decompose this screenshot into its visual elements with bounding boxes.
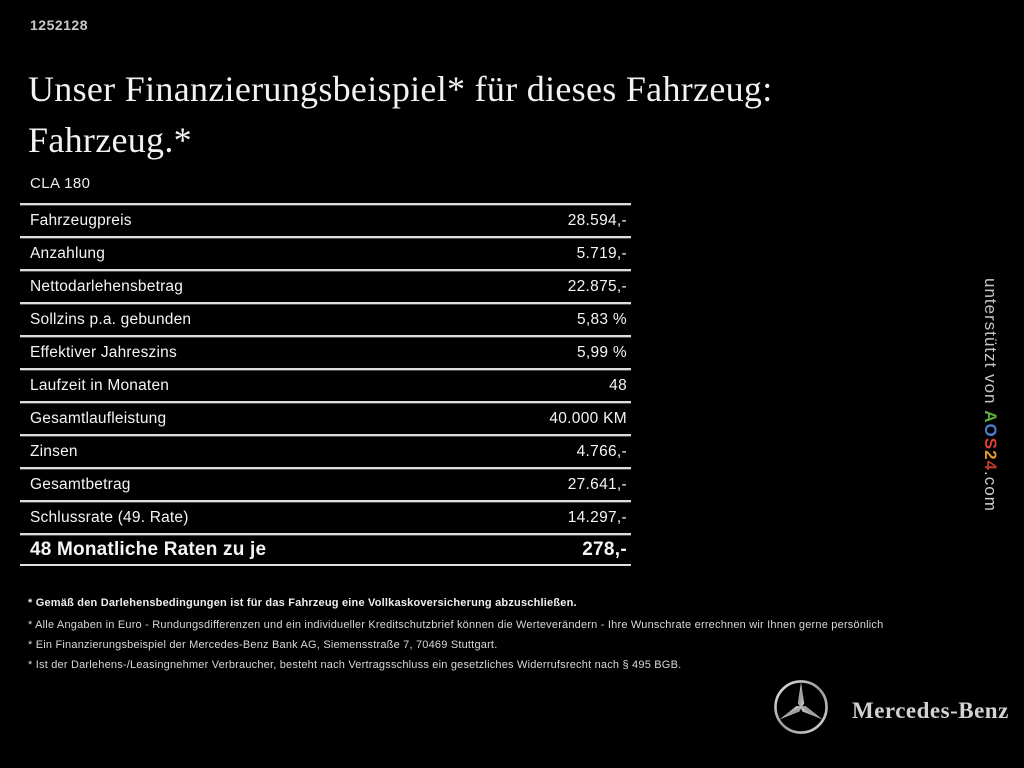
footnotes: * Gemäß den Darlehensbedingungen ist für…: [28, 597, 1018, 679]
reference-number: 1252128: [30, 17, 89, 33]
row-label: Schlussrate (49. Rate): [30, 508, 189, 526]
watermark-prefix: unterstützt von: [981, 278, 1000, 411]
total-row-label: 48 Monatliche Raten zu je: [30, 538, 267, 560]
row-value: 40.000 KM: [549, 409, 627, 427]
watermark-letter: O: [981, 423, 1000, 438]
row-value: 14.297,-: [567, 508, 627, 526]
vehicle-model: CLA 180: [30, 175, 91, 192]
row-label: Sollzins p.a. gebunden: [30, 310, 192, 328]
row-label: Fahrzeugpreis: [30, 211, 132, 229]
row-label: Nettodarlehensbetrag: [30, 277, 184, 295]
watermark-letter: A: [981, 410, 1000, 424]
row-label: Laufzeit in Monaten: [30, 376, 170, 394]
footnote-line: * Ein Finanzierungsbeispiel der Mercedes…: [28, 639, 498, 651]
table-row: Sollzins p.a. gebunden 5,83 %: [20, 302, 631, 335]
row-value: 5,99 %: [576, 343, 627, 361]
footnote-line: * Gemäß den Darlehensbedingungen ist für…: [28, 597, 577, 609]
table-row: Gesamtlaufleistung 40.000 KM: [20, 401, 631, 434]
watermark-letter: 4: [981, 460, 1000, 472]
total-row-value: 278,-: [582, 538, 627, 560]
table-row: Anzahlung 5.719,-: [20, 236, 631, 269]
watermark-letter: S: [981, 437, 1000, 451]
page-title-line2: Fahrzeug.*: [28, 120, 192, 160]
table-row: Zinsen 4.766,-: [20, 434, 631, 467]
footer-brand: Mercedes-Benz: [772, 678, 1024, 740]
page-title-line1: Unser Finanzierungsbeispiel* für dieses …: [28, 69, 773, 109]
mercedes-star-icon: [774, 680, 828, 734]
table-row: Gesamtbetrag 27.641,-: [20, 467, 631, 500]
watermark-letter: 2: [981, 450, 1000, 461]
row-label: Gesamtlaufleistung: [30, 409, 167, 427]
table-row: Fahrzeugpreis 28.594,-: [20, 203, 631, 236]
row-value: 4.766,-: [576, 442, 627, 460]
footnote-line: * Alle Angaben in Euro - Rundungsdiffere…: [28, 619, 884, 631]
page-title: Unser Finanzierungsbeispiel* für dieses …: [28, 64, 773, 166]
row-value: 5,83 %: [576, 310, 627, 328]
table-row: Schlussrate (49. Rate) 14.297,-: [20, 500, 631, 533]
table-total-row: 48 Monatliche Raten zu je 278,-: [20, 533, 631, 566]
row-label: Anzahlung: [30, 244, 106, 262]
row-value: 28.594,-: [567, 211, 627, 229]
row-value: 22.875,-: [567, 277, 627, 295]
row-label: Gesamtbetrag: [30, 475, 131, 493]
watermark-suffix: .com: [981, 471, 1000, 512]
row-value: 48: [609, 376, 627, 394]
footnote-line: * Ist der Darlehens-/Leasingnehmer Verbr…: [28, 659, 682, 671]
row-label: Effektiver Jahreszins: [30, 343, 177, 361]
table-row: Effektiver Jahreszins 5,99 %: [20, 335, 631, 368]
watermark-aos24: unterstützt von AOS24.com: [980, 278, 1000, 512]
row-label: Zinsen: [30, 442, 78, 460]
brand-name: Mercedes-Benz: [852, 698, 1009, 723]
table-row: Laufzeit in Monaten 48: [20, 368, 631, 401]
row-value: 5.719,-: [576, 244, 627, 262]
finance-table: Fahrzeugpreis 28.594,- Anzahlung 5.719,-…: [20, 203, 631, 566]
table-row: Nettodarlehensbetrag 22.875,-: [20, 269, 631, 302]
row-value: 27.641,-: [567, 475, 627, 493]
